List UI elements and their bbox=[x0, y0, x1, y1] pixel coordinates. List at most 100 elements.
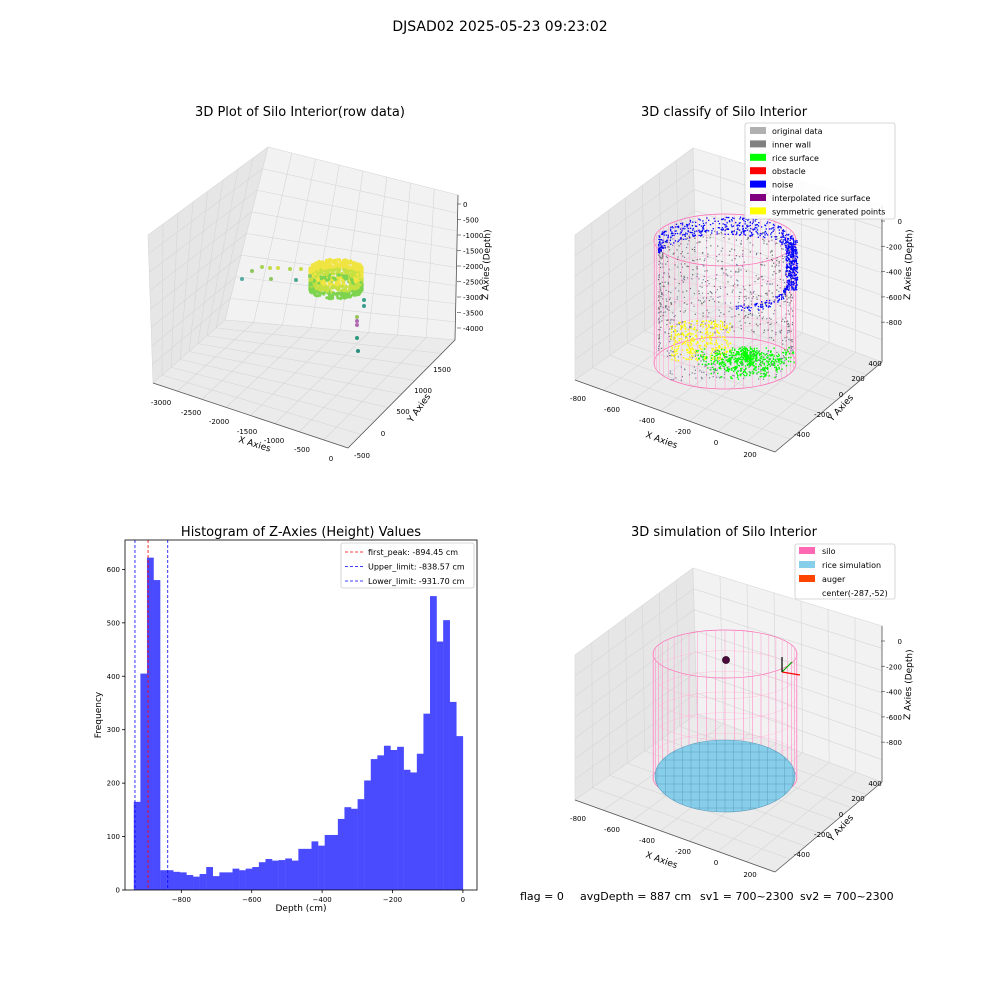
inner-wall-point bbox=[730, 270, 732, 272]
inner-wall-point bbox=[680, 333, 682, 335]
symmetric-point bbox=[714, 322, 716, 325]
rice-surface-point bbox=[772, 357, 775, 359]
inner-wall-point bbox=[661, 263, 664, 265]
rice-surface-point bbox=[753, 349, 755, 351]
grid-line bbox=[179, 359, 389, 408]
symmetric-point bbox=[729, 348, 731, 350]
histogram-bar bbox=[186, 875, 194, 890]
noise-point bbox=[721, 227, 724, 229]
noise-point bbox=[784, 230, 786, 232]
inner-wall-point bbox=[708, 283, 710, 285]
rice-surface-point bbox=[730, 376, 732, 378]
inner-wall-point bbox=[776, 351, 778, 353]
noise-point bbox=[736, 224, 739, 226]
inner-wall-point bbox=[785, 340, 787, 342]
noise-point bbox=[790, 272, 792, 274]
noise-point bbox=[744, 307, 746, 309]
symmetric-point bbox=[710, 337, 713, 339]
inner-wall-point bbox=[663, 272, 665, 274]
noise-point bbox=[790, 251, 792, 253]
x-tick-label: -400 bbox=[639, 417, 655, 425]
inner-wall-point bbox=[691, 278, 693, 280]
rice-surface-point bbox=[771, 354, 774, 356]
y-tick-label: 600 bbox=[107, 566, 120, 574]
noise-point bbox=[792, 260, 794, 262]
noise-point bbox=[769, 222, 771, 224]
grid-line bbox=[179, 201, 194, 360]
symmetric-point bbox=[688, 322, 690, 324]
inner-wall-point bbox=[665, 255, 667, 257]
noise-point bbox=[721, 218, 724, 221]
rice-surface-point bbox=[722, 359, 724, 361]
histogram-x-label: Depth (cm) bbox=[275, 904, 326, 914]
rice-surface-point bbox=[749, 361, 751, 364]
inner-wall-point bbox=[787, 330, 789, 332]
noise-point bbox=[761, 304, 764, 306]
rice-surface-point bbox=[734, 349, 736, 351]
symmetric-point bbox=[677, 346, 679, 348]
symmetric-point bbox=[690, 354, 693, 357]
rice-surface-point bbox=[739, 358, 741, 360]
inner-wall-point bbox=[780, 329, 783, 331]
noise-point bbox=[695, 225, 698, 227]
rice-surface-point bbox=[736, 366, 738, 369]
rice-surface-point bbox=[746, 351, 748, 354]
symmetric-point bbox=[722, 325, 724, 327]
symmetric-point bbox=[690, 358, 692, 361]
rice-surface-point bbox=[742, 356, 745, 359]
inner-wall-point bbox=[766, 353, 768, 355]
inner-wall-point bbox=[776, 289, 778, 291]
noise-point bbox=[692, 229, 694, 231]
rice-surface-point bbox=[763, 376, 765, 378]
inner-wall-point bbox=[783, 301, 785, 303]
inner-wall-point bbox=[699, 241, 701, 243]
noise-point bbox=[791, 269, 794, 271]
noise-point bbox=[789, 246, 791, 248]
data-point bbox=[332, 272, 336, 276]
z-tick-label: -200 bbox=[886, 243, 902, 251]
noise-point bbox=[755, 303, 757, 305]
rice-surface-point bbox=[754, 359, 757, 361]
inner-wall-point bbox=[730, 302, 732, 304]
rice-surface-point bbox=[729, 368, 731, 371]
noise-point bbox=[785, 244, 787, 247]
noise-point bbox=[785, 258, 787, 261]
noise-point bbox=[661, 231, 664, 233]
noise-point bbox=[687, 227, 689, 230]
rice-surface-point bbox=[736, 373, 738, 375]
histogram-bar bbox=[239, 870, 246, 890]
noise-point bbox=[672, 227, 674, 229]
noise-point bbox=[731, 226, 733, 228]
rice-surface-point bbox=[730, 358, 732, 360]
noise-point bbox=[792, 264, 794, 266]
inner-wall-point bbox=[658, 335, 660, 337]
noise-point bbox=[794, 288, 796, 291]
noise-point bbox=[793, 263, 795, 265]
noise-point bbox=[793, 269, 796, 271]
symmetric-point bbox=[719, 354, 722, 356]
symmetric-point bbox=[690, 344, 692, 347]
rice-surface-point bbox=[779, 358, 781, 360]
inner-wall-point bbox=[769, 358, 771, 360]
rice-surface-point bbox=[776, 361, 778, 363]
data-point bbox=[309, 289, 313, 293]
noise-point bbox=[775, 296, 777, 298]
noise-point bbox=[662, 241, 664, 243]
inner-wall-point bbox=[761, 276, 763, 278]
grid-line bbox=[397, 182, 411, 336]
symmetric-point bbox=[678, 345, 680, 347]
symmetric-point bbox=[710, 352, 712, 354]
symmetric-point bbox=[685, 330, 687, 333]
noise-point bbox=[663, 234, 665, 236]
inner-wall-point bbox=[775, 374, 777, 376]
legend-swatch bbox=[750, 194, 766, 201]
symmetric-point bbox=[717, 356, 720, 358]
noise-point bbox=[746, 224, 748, 226]
inner-wall-point bbox=[674, 315, 676, 317]
noise-point bbox=[791, 289, 793, 291]
inner-wall-point bbox=[788, 323, 790, 325]
noise-point bbox=[664, 246, 666, 249]
noise-point bbox=[795, 250, 797, 252]
symmetric-point bbox=[687, 344, 690, 347]
inner-wall-point bbox=[789, 281, 791, 283]
